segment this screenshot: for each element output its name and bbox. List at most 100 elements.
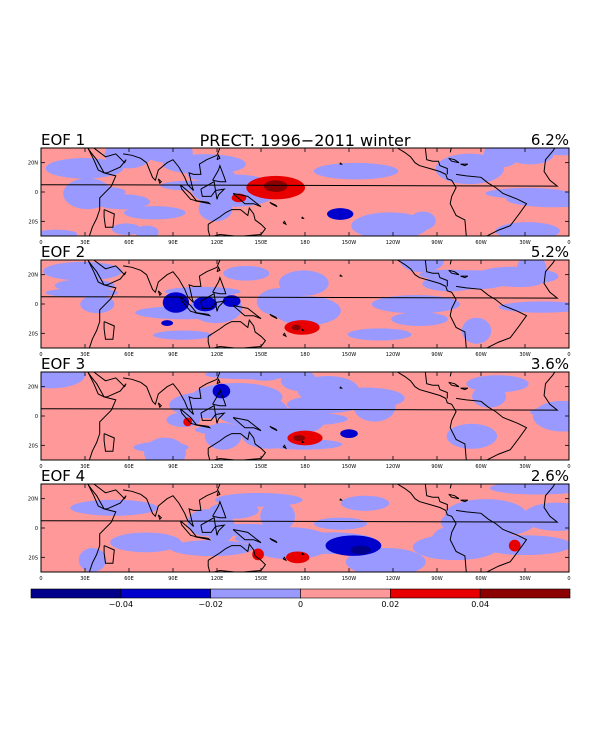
coastline bbox=[448, 493, 460, 500]
lon-tick-label: 90W bbox=[431, 464, 442, 470]
lon-tick-label: 180 bbox=[300, 464, 310, 470]
coastline bbox=[87, 260, 105, 286]
coastline bbox=[269, 537, 278, 544]
lon-tick-label: 120E bbox=[211, 352, 224, 358]
coastline bbox=[269, 425, 278, 432]
lon-tick-label: 0 bbox=[39, 240, 42, 246]
lon-tick-label: 60W bbox=[475, 576, 486, 582]
coastline bbox=[216, 265, 221, 273]
field-negative-patch bbox=[169, 540, 254, 557]
map-field-2 bbox=[41, 260, 569, 348]
coastline bbox=[87, 484, 105, 510]
coastline bbox=[460, 387, 469, 391]
lon-tick-label: 0 bbox=[567, 576, 570, 582]
map-field-1 bbox=[41, 148, 569, 236]
coastline bbox=[216, 377, 221, 385]
anomaly-feature bbox=[162, 292, 190, 313]
field-negative-patch bbox=[351, 212, 429, 236]
panel-label: EOF 1 bbox=[41, 131, 85, 149]
panel-label: EOF 2 bbox=[41, 243, 85, 261]
coastline bbox=[179, 296, 198, 314]
coastline bbox=[232, 363, 247, 370]
coastline bbox=[456, 397, 528, 460]
panel-variance: 6.2% bbox=[531, 131, 569, 149]
field-negative-patch bbox=[80, 295, 115, 314]
field-negative-patch bbox=[360, 557, 411, 572]
field-negative-patch bbox=[340, 495, 390, 511]
coastline bbox=[212, 500, 227, 519]
colorbar-tick-label: −0.02 bbox=[198, 600, 223, 609]
coastline bbox=[103, 209, 115, 228]
lat-tick-label: 20S bbox=[28, 219, 38, 225]
coastline bbox=[215, 412, 226, 424]
lon-tick-label: 150E bbox=[255, 464, 268, 470]
field-negative-patch bbox=[260, 500, 295, 532]
coastline bbox=[232, 193, 262, 208]
anomaly-feature bbox=[285, 551, 310, 564]
panel-variance: 2.6% bbox=[531, 467, 569, 485]
field-negative-patch bbox=[391, 312, 448, 327]
field-negative-patch bbox=[313, 162, 399, 180]
field-negative-patch bbox=[204, 372, 297, 380]
coastline bbox=[232, 529, 262, 544]
coastline bbox=[215, 300, 226, 312]
coastline bbox=[397, 260, 467, 348]
coastline bbox=[157, 178, 163, 185]
field-negative-patch bbox=[429, 539, 491, 553]
coastline bbox=[232, 305, 262, 320]
coastline bbox=[449, 372, 452, 377]
coastline bbox=[424, 260, 448, 287]
lon-tick-label: 150W bbox=[342, 576, 357, 582]
colorbar-tick-label: 0 bbox=[298, 600, 303, 609]
field-negative-patch bbox=[278, 408, 325, 434]
lon-tick-label: 30E bbox=[80, 576, 90, 582]
lon-tick-label: 90E bbox=[168, 352, 178, 358]
anomaly-feature bbox=[291, 324, 301, 331]
coastline bbox=[87, 148, 105, 174]
field-negative-patch bbox=[516, 260, 547, 281]
anomaly-feature bbox=[252, 548, 264, 561]
lat-tick-label: 20N bbox=[28, 497, 38, 503]
coastline bbox=[456, 509, 528, 572]
coastline bbox=[103, 321, 115, 340]
lon-tick-label: 120W bbox=[386, 240, 401, 246]
coastline bbox=[339, 498, 343, 501]
anomaly-feature bbox=[327, 208, 354, 220]
lon-tick-label: 0 bbox=[567, 240, 570, 246]
lon-tick-label: 90W bbox=[431, 576, 442, 582]
field-negative-patch bbox=[78, 547, 107, 572]
lon-tick-label: 120W bbox=[386, 464, 401, 470]
coastline bbox=[157, 402, 163, 409]
anomaly-feature bbox=[508, 539, 521, 552]
field-negative-patch bbox=[530, 406, 569, 418]
field-negative-patch bbox=[45, 288, 119, 298]
colorbar-segment bbox=[300, 588, 391, 599]
lon-tick-label: 150W bbox=[342, 240, 357, 246]
eof-panel-3: EOF 3 3.6% 20N 0 20S 0 30E 60E 90E 120E 150E 180 150… bbox=[28, 355, 571, 470]
field-negative-patch bbox=[485, 187, 569, 199]
coastline bbox=[397, 372, 467, 460]
field-negative-patch bbox=[111, 223, 142, 235]
lon-tick-label: 0 bbox=[39, 464, 42, 470]
coastline bbox=[93, 372, 127, 398]
field-negative-patch bbox=[123, 206, 186, 220]
anomaly-feature bbox=[284, 320, 320, 335]
field-negative-patch bbox=[152, 330, 212, 340]
coastline bbox=[232, 475, 247, 482]
field-negative-patch bbox=[45, 158, 124, 179]
coastline bbox=[460, 163, 469, 167]
coastline bbox=[93, 148, 127, 174]
colorbar-tick-label: −0.04 bbox=[109, 600, 134, 609]
field-negative-patch bbox=[94, 194, 150, 210]
lon-tick-label: 180 bbox=[300, 352, 310, 358]
anomaly-feature bbox=[212, 383, 231, 399]
lon-tick-label: 180 bbox=[300, 576, 310, 582]
lon-tick-label: 30W bbox=[519, 352, 530, 358]
coastline bbox=[282, 444, 287, 450]
lat-tick-label: 20N bbox=[28, 161, 38, 167]
coastline bbox=[301, 328, 305, 331]
coastline bbox=[339, 162, 343, 165]
field-negative-patch bbox=[347, 328, 412, 341]
coastline bbox=[212, 164, 227, 183]
field-negative-patch bbox=[495, 222, 560, 236]
